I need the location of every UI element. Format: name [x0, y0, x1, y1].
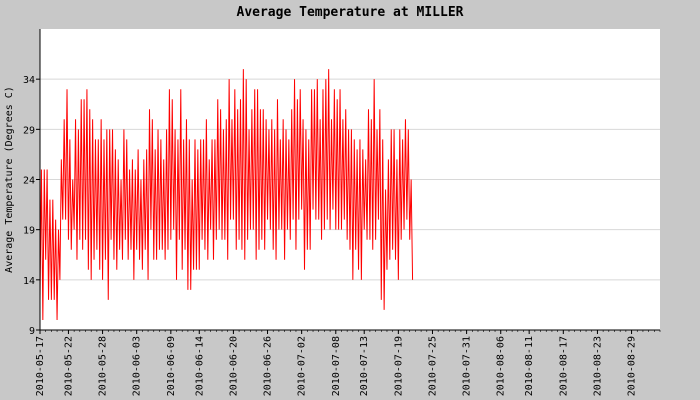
x-tick-label: 2010-07-19 [393, 336, 404, 396]
x-tick-label: 2010-06-14 [194, 336, 205, 396]
x-tick-label: 2010-07-25 [427, 336, 438, 396]
x-tick-label: 2010-07-08 [331, 336, 342, 396]
y-tick-label: 29 [23, 125, 35, 136]
x-tick-label: 2010-06-26 [263, 336, 274, 396]
x-tick-label: 2010-05-22 [63, 336, 74, 396]
x-tick-label: 2010-06-03 [132, 336, 143, 396]
axes: 9 14 19 24 29 34 2010-05-17 2010-05-22 2010-05-2… [23, 29, 661, 396]
data-series [39, 69, 414, 320]
x-tick-label: 2010-07-02 [297, 336, 308, 396]
x-tick-label: 2010-08-23 [592, 336, 603, 396]
chart-title: Average Temperature at MILLER [236, 5, 464, 20]
y-tick-label: 19 [23, 226, 35, 237]
x-tick-label: 2010-07-31 [462, 336, 473, 396]
temperature-series-line [39, 69, 414, 320]
x-tick-label: 2010-08-06 [496, 336, 507, 396]
x-tick-label: 2010-07-13 [359, 336, 370, 396]
y-tick-label: 24 [23, 176, 35, 187]
x-tick-label: 2010-08-17 [558, 336, 569, 396]
x-tick-label: 2010-08-29 [627, 336, 638, 396]
y-axis-title: Average Temperature (Degrees C) [4, 86, 15, 273]
y-tick-label: 14 [23, 276, 35, 287]
x-tick-label: 2010-05-17 [35, 336, 46, 396]
y-tick-label: 9 [29, 326, 35, 337]
y-tick-label: 34 [23, 75, 35, 86]
x-tick-label: 2010-08-11 [524, 336, 535, 396]
x-tick-label: 2010-05-28 [98, 336, 109, 396]
x-tick-label: 2010-06-20 [228, 336, 239, 396]
x-tick-label: 2010-06-09 [166, 336, 177, 396]
